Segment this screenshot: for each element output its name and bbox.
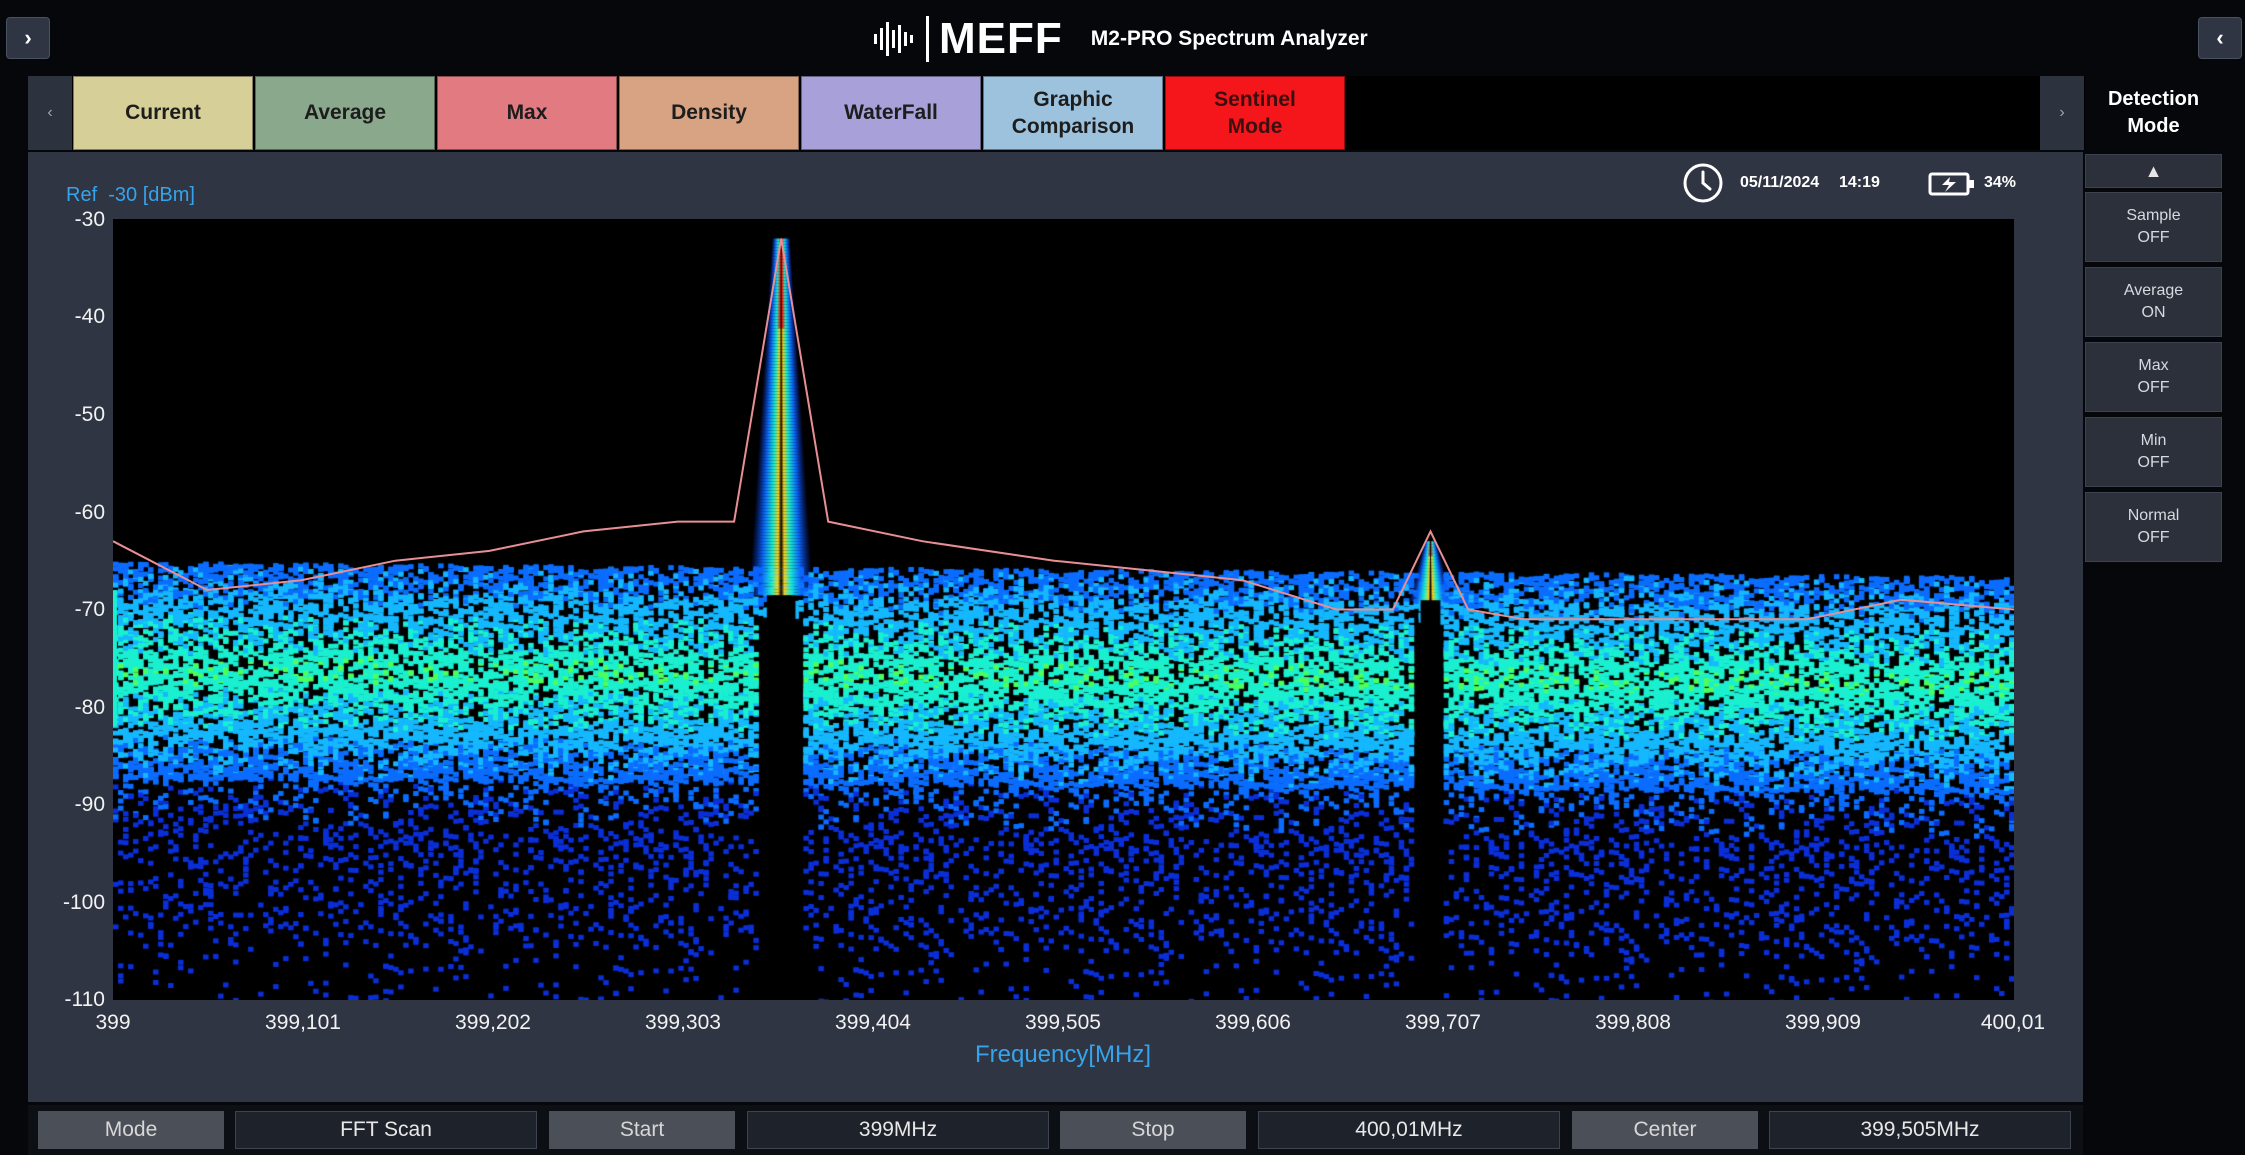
battery-level: 34% <box>1984 174 2017 191</box>
tab-waterfall[interactable]: WaterFall <box>801 76 981 150</box>
x-tick-label: 399,808 <box>1595 1011 1671 1034</box>
tab-sentinel-mode-label: Sentinel Mode <box>1214 87 1296 138</box>
y-tick-label: -100 <box>62 891 105 914</box>
detection-average-button[interactable]: Average ON <box>2085 267 2222 337</box>
tab-sentinel-mode[interactable]: Sentinel Mode <box>1165 76 1345 150</box>
x-tick-label: 399,404 <box>835 1011 911 1034</box>
detection-max-name: Max <box>2138 357 2169 375</box>
x-tick-label: 399,606 <box>1215 1011 1291 1034</box>
app-logo: MEFF M2-PRO Spectrum Analyzer <box>872 14 1368 64</box>
tab-graphic-comparison[interactable]: Graphic Comparison <box>983 76 1163 150</box>
y-tick-label: -110 <box>64 988 105 1011</box>
start-label: Start <box>549 1111 735 1149</box>
tabs-scroll-left[interactable]: ‹ <box>28 76 72 150</box>
detection-normal-name: Normal <box>2127 507 2180 525</box>
tab-density[interactable]: Density <box>619 76 799 150</box>
detection-sample-state: OFF <box>2137 229 2170 246</box>
x-tick-label: 399 <box>95 1011 131 1034</box>
tab-average[interactable]: Average <box>255 76 435 150</box>
max-hold-line <box>113 238 2014 621</box>
x-tick-label: 399,101 <box>265 1011 341 1034</box>
mode-value[interactable]: FFT Scan <box>235 1111 537 1149</box>
detection-min-name: Min <box>2140 432 2167 450</box>
mode-label: Mode <box>38 1111 224 1149</box>
x-axis-label: Frequency[MHz] <box>974 1041 1152 1068</box>
tabs-scroll-right[interactable]: › <box>2040 76 2084 150</box>
x-tick-label: 399,505 <box>1025 1011 1101 1034</box>
y-tick-label: -80 <box>74 696 105 719</box>
detection-average-name: Average <box>2123 282 2184 300</box>
ref-level-label: Ref -30 [dBm] <box>66 184 195 206</box>
app-title: M2-PRO Spectrum Analyzer <box>1090 27 1368 50</box>
y-tick-label: -40 <box>74 305 105 328</box>
density-spectrum-canvas <box>113 219 2014 1000</box>
brand-name: MEFF <box>939 14 1063 63</box>
y-tick-label: -60 <box>74 501 105 524</box>
tab-current[interactable]: Current <box>73 76 253 150</box>
up-arrow-icon: ▲ <box>2144 160 2163 181</box>
y-tick-label: -70 <box>74 598 105 621</box>
soundwave-icon <box>874 22 913 56</box>
detection-sample-button[interactable]: Sample OFF <box>2085 192 2222 262</box>
detection-title: Detection Mode <box>2107 88 2200 137</box>
logo-divider <box>926 16 929 62</box>
detection-max-button[interactable]: Max OFF <box>2085 342 2222 412</box>
stop-label: Stop <box>1060 1111 1246 1149</box>
detection-average-state: ON <box>2141 304 2166 321</box>
x-tick-label: 399,202 <box>455 1011 531 1034</box>
x-tick-label: 399,707 <box>1405 1011 1481 1034</box>
detection-max-state: OFF <box>2137 379 2170 396</box>
detection-scroll-up[interactable]: ▲ <box>2085 154 2222 188</box>
header-bar <box>0 0 2245 56</box>
detection-min-button[interactable]: Min OFF <box>2085 417 2222 487</box>
status-time: 14:19 <box>1839 174 1880 191</box>
stop-value[interactable]: 400,01MHz <box>1258 1111 1560 1149</box>
detection-sample-name: Sample <box>2126 207 2181 225</box>
max-hold-trace <box>113 238 2014 621</box>
tab-max[interactable]: Max <box>437 76 617 150</box>
detection-min-state: OFF <box>2137 454 2170 471</box>
tab-graphic-comparison-label: Graphic Comparison <box>1011 87 1135 138</box>
y-tick-label: -30 <box>74 208 105 231</box>
y-tick-label: -50 <box>74 403 105 426</box>
right-panel-toggle[interactable]: ‹ <box>2198 17 2242 59</box>
detection-normal-button[interactable]: Normal OFF <box>2085 492 2222 562</box>
x-tick-label: 399,303 <box>645 1011 721 1034</box>
x-tick-label: 400,01 <box>1980 1011 2046 1034</box>
detection-normal-state: OFF <box>2137 529 2170 546</box>
center-value[interactable]: 399,505MHz <box>1769 1111 2071 1149</box>
battery-charging-icon <box>1928 172 1974 196</box>
x-tick-label: 399,909 <box>1785 1011 1861 1034</box>
center-label: Center <box>1572 1111 1758 1149</box>
start-value[interactable]: 399MHz <box>747 1111 1049 1149</box>
status-date: 05/11/2024 <box>1740 174 1820 191</box>
y-tick-label: -90 <box>74 793 105 816</box>
clock-icon <box>1683 163 1723 203</box>
left-panel-toggle[interactable]: › <box>6 17 50 59</box>
